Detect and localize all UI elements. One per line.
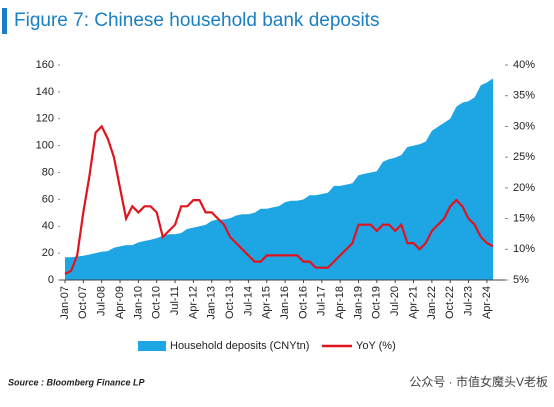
x-tick-label: Apr-18 <box>334 286 346 319</box>
y2-tick-label: 15% <box>513 212 535 224</box>
y2-tick-label: 5% <box>513 274 529 286</box>
y-tick-label: 100 <box>36 140 54 152</box>
chart-title: Figure 7: Chinese household bank deposit… <box>14 10 379 31</box>
x-tick-label: Jan-19 <box>352 286 364 320</box>
x-tick-label: Jul-14 <box>242 286 254 316</box>
y2-tick-label: 35% <box>513 90 535 102</box>
x-tick-label: Oct-19 <box>371 286 383 319</box>
y-tick-label: 40 <box>42 220 54 232</box>
line <box>64 124 494 275</box>
x-tick-label: Apr-12 <box>187 286 199 319</box>
x-tick-label: Apr-15 <box>261 286 273 319</box>
x-tick-label: Jul-17 <box>316 286 328 316</box>
x-tick-label: Jul-11 <box>169 286 181 315</box>
x-tick-label: Jan-13 <box>206 286 218 320</box>
x-tick-label: Oct-10 <box>151 286 163 319</box>
y2-tick-label: 30% <box>513 120 535 132</box>
y2-tick-label: 40% <box>513 59 535 71</box>
y2-tick-label: 10% <box>513 243 535 255</box>
x-tick-label: Jul-08 <box>96 286 108 316</box>
y-tick-label: 140 <box>36 86 54 98</box>
x-tick-label: Oct-13 <box>224 286 236 319</box>
area <box>65 78 493 281</box>
y2-tick-label: 25% <box>513 151 535 163</box>
x-tick-label: Apr-09 <box>114 286 126 319</box>
x-tick-label: Oct-22 <box>444 286 456 319</box>
x-tick-label: Apr-21 <box>407 286 419 319</box>
legend-label: YoY (%) <box>356 340 396 352</box>
y-tick-label: 20 <box>42 247 54 259</box>
y2-tick-label: 20% <box>513 182 535 194</box>
x-tick-label: Jan-10 <box>132 286 144 320</box>
x-tick-label: Jan-22 <box>426 286 438 320</box>
legend-label: Household deposits (CNYtn) <box>170 340 309 352</box>
x-tick-label: Jan-16 <box>279 286 291 320</box>
x-tick-label: Jul-20 <box>389 286 401 316</box>
x-tick-label: Oct-07 <box>77 286 89 319</box>
source: Source : Bloomberg Finance LP <box>8 377 146 387</box>
y-tick-label: 80 <box>42 166 54 178</box>
title-bar <box>2 8 7 34</box>
y-tick-label: 120 <box>36 113 54 125</box>
x-tick-label: Jul-23 <box>462 286 474 316</box>
y-tick-label: 0 <box>48 274 54 286</box>
y-tick-label: 60 <box>42 193 54 205</box>
x-tick-label: Jan-07 <box>59 286 71 320</box>
x-tick-label: Apr-24 <box>481 286 493 319</box>
watermark: 公众号 · 市值女魔头V老板 <box>409 374 548 389</box>
y-tick-label: 160 <box>36 59 54 71</box>
legend-swatch <box>138 341 166 351</box>
x-tick-label: Oct-16 <box>297 286 309 319</box>
